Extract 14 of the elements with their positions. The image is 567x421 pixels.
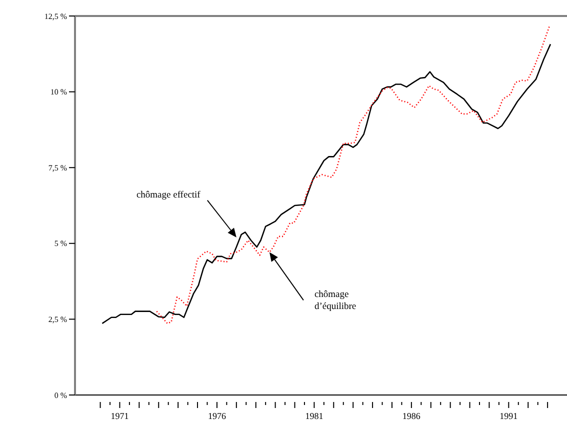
x-tick-label: 1991	[500, 411, 518, 421]
x-tick-label: 1986	[402, 411, 421, 421]
y-tick-label: 10 %	[50, 88, 68, 97]
annotation: chômage effectif	[136, 190, 202, 200]
y-tick-label: 2,5 %	[48, 315, 68, 324]
y-tick-label: 12,5 %	[44, 12, 68, 21]
y-tick-label: 7,5 %	[48, 163, 68, 172]
y-tick-label: 5 %	[54, 239, 68, 248]
x-tick-label: 1971	[110, 411, 129, 421]
annotation: chômage d’équilibre	[314, 290, 356, 312]
x-tick-label: 1981	[305, 411, 324, 421]
x-tick-label: 1976	[208, 411, 226, 421]
line-series	[102, 44, 552, 324]
y-tick-label: 0 %	[54, 390, 68, 400]
